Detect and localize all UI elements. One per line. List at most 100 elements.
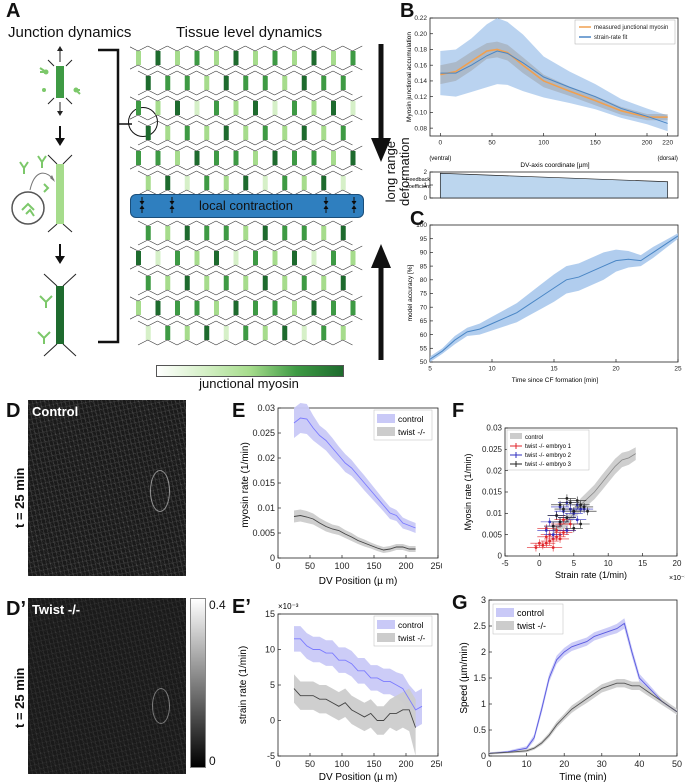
- cell-edge: [215, 170, 236, 196]
- legend-label: measured junctional myosin: [594, 25, 668, 31]
- cell-edge: [215, 270, 236, 296]
- junction-segment: [145, 326, 151, 340]
- junction-segment: [243, 226, 249, 240]
- junction-segment: [262, 276, 268, 290]
- junction-segment: [243, 126, 249, 140]
- data-point: [555, 529, 558, 532]
- cell-edge: [167, 295, 187, 321]
- junction-step-2: [11, 154, 73, 233]
- cell-edge: [254, 120, 275, 146]
- junction-dynamics-diagram: [11, 46, 81, 357]
- cell-edge: [303, 295, 324, 321]
- legend-swatch: [496, 608, 514, 617]
- series-line: [294, 638, 423, 711]
- twist-label: Twist -/-: [32, 602, 81, 617]
- cell-edge: [245, 45, 265, 71]
- junction-segment: [223, 76, 229, 90]
- x-axis-label: DV Position (µ m): [319, 576, 398, 587]
- junction-segment: [243, 326, 249, 340]
- junction-dynamics-title: Junction dynamics: [8, 24, 132, 41]
- junction-segment: [223, 126, 229, 140]
- cell-edge: [332, 70, 353, 96]
- cell-edge: [245, 145, 265, 171]
- cell-edge: [176, 70, 197, 96]
- y-tick-label: 0.12: [414, 94, 427, 101]
- junction-segment: [262, 226, 268, 240]
- cell-edge: [235, 320, 256, 346]
- junction-segment: [175, 51, 180, 65]
- axes-frame: [429, 17, 679, 137]
- junction-segment: [145, 226, 151, 240]
- control-label: Control: [32, 404, 79, 419]
- cell-edge: [274, 220, 295, 246]
- legend-label: twist -/-: [398, 633, 426, 643]
- cell-edge: [215, 120, 236, 146]
- junction-segment: [233, 251, 239, 265]
- cell-edge: [264, 295, 285, 321]
- y-tick-label: 0.005: [252, 528, 275, 538]
- cell-edge: [254, 320, 275, 346]
- cell-edge: [157, 320, 178, 346]
- junction-segment: [292, 101, 297, 115]
- x-tick-label: 50: [305, 759, 315, 769]
- cell-edge: [206, 45, 226, 71]
- x-axis-label: Strain rate (1/min): [555, 570, 627, 580]
- legend-label: control: [398, 414, 424, 424]
- y-tick-label: -5: [267, 751, 275, 761]
- junction-segment: [175, 301, 180, 315]
- junction-segment: [194, 151, 200, 165]
- cell-edge: [235, 70, 256, 96]
- junction-segment: [136, 101, 141, 115]
- legend-swatch: [377, 620, 395, 629]
- junction-segment: [331, 251, 336, 265]
- cell-edge: [254, 220, 275, 246]
- junction-segment: [184, 276, 190, 290]
- junction-segment: [165, 76, 171, 90]
- cell-edge: [293, 70, 314, 96]
- y-tick-label: 0.02: [486, 466, 502, 475]
- legend-label: strain-rate fit: [594, 35, 628, 41]
- y-tick-label: 0: [498, 552, 503, 561]
- panel-letter-b: B: [400, 0, 415, 22]
- dorsal-label: (dorsal): [657, 156, 677, 162]
- data-point: [575, 518, 579, 522]
- cell-edge: [176, 120, 197, 146]
- cell-edge: [254, 70, 275, 96]
- legend-swatch: [377, 427, 395, 436]
- long-range-arrows: [371, 44, 391, 360]
- junction-segment: [194, 251, 200, 265]
- data-point: [568, 522, 572, 526]
- cell-edge: [274, 170, 295, 196]
- y-tick-label: 0.02: [257, 453, 275, 463]
- junction-segment: [311, 51, 317, 65]
- y-tick-label: 0.20: [414, 31, 427, 38]
- y-tick-label: 2: [424, 170, 428, 176]
- cell-edge: [342, 145, 363, 171]
- cell-edge: [215, 320, 236, 346]
- data-point: [541, 543, 545, 547]
- junction-segment: [136, 51, 141, 65]
- cell-edge: [313, 170, 334, 196]
- junction-segment: [331, 301, 336, 315]
- cell-edge: [342, 95, 363, 121]
- cell-edge: [130, 95, 148, 121]
- x-tick-label: 15: [550, 366, 558, 373]
- x-tick-label: 0: [439, 140, 443, 147]
- cell-edge: [245, 295, 265, 321]
- junction-segment: [292, 151, 297, 165]
- junction-segment: [184, 126, 190, 140]
- junction-segment: [165, 126, 171, 140]
- junction-segment: [175, 151, 180, 165]
- cell-edge: [176, 170, 197, 196]
- y-tick-label: 0.10: [414, 110, 427, 117]
- y-axis-label: Speed (µm/min): [459, 642, 470, 713]
- cell-edge: [274, 70, 295, 96]
- scale-max-label: 0.4: [209, 598, 226, 612]
- cell-edge: [284, 295, 304, 321]
- cell-edge: [284, 245, 304, 271]
- panel-letter-a: A: [6, 0, 21, 22]
- junction-segment: [292, 251, 297, 265]
- junction-segment: [155, 151, 161, 165]
- cell-edge: [293, 220, 314, 246]
- cell-edge: [147, 45, 168, 71]
